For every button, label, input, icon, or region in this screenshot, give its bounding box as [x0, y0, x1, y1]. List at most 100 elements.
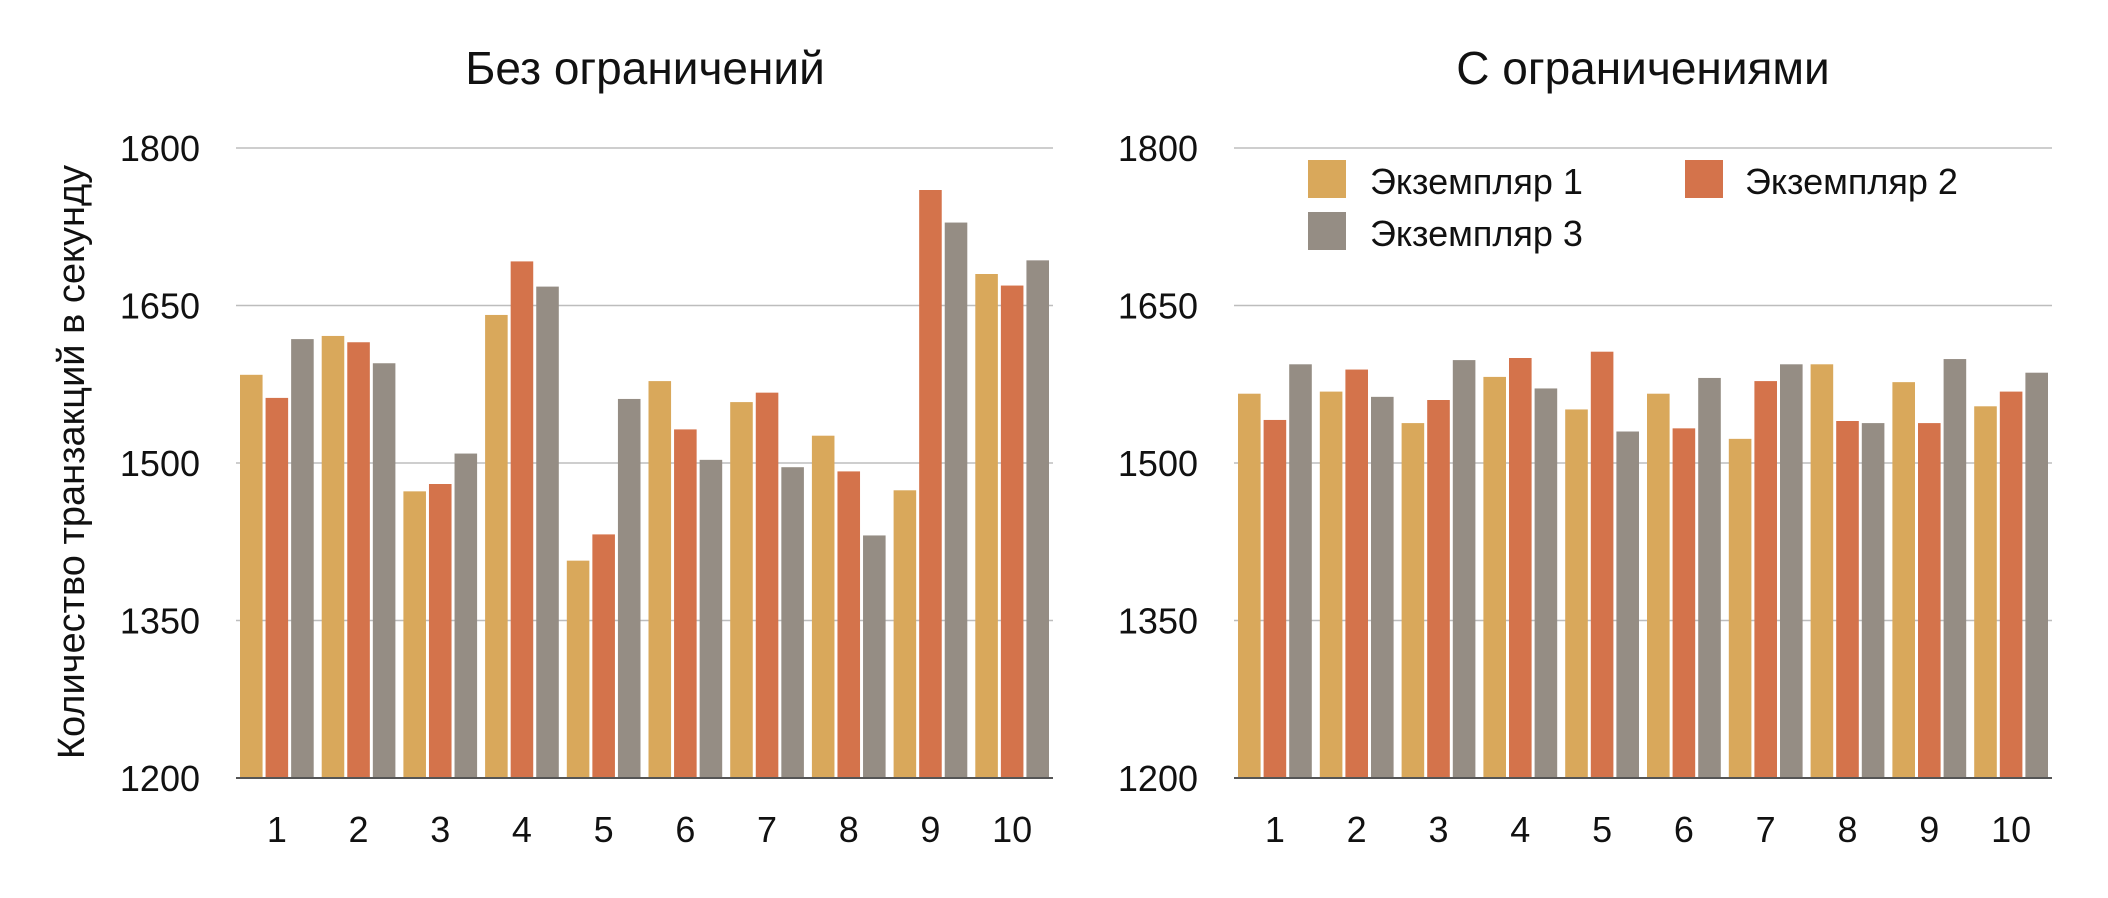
bar: [372, 363, 396, 778]
y-tick-label: 1350: [1118, 601, 1198, 642]
bar: [1427, 400, 1450, 778]
bar: [863, 535, 886, 778]
x-tick-label: 8: [1837, 809, 1857, 850]
bar: [347, 342, 370, 778]
bar: [428, 484, 452, 778]
chart-title: Без ограничений: [465, 42, 825, 94]
bar: [1810, 364, 1834, 778]
x-tick-label: 1: [1265, 809, 1285, 850]
bar: [240, 374, 263, 778]
bar: [1238, 393, 1261, 778]
bar: [1728, 438, 1752, 778]
bar: [1452, 360, 1476, 778]
y-tick-label: 1650: [120, 286, 200, 327]
x-tick-label: 8: [839, 809, 859, 850]
bar: [648, 381, 672, 778]
y-tick-label: 1500: [1118, 443, 1198, 484]
x-tick-label: 7: [757, 809, 777, 850]
y-tick-label: 1800: [1118, 128, 1198, 169]
bar: [730, 402, 753, 778]
x-tick-label: 7: [1756, 809, 1776, 850]
legend: Экземпляр 1 Экземпляр 2 Экземпляр 3: [1308, 160, 1958, 254]
bar: [1590, 351, 1614, 778]
bar: [1000, 285, 1024, 778]
bar: [1861, 423, 1885, 778]
bar: [2025, 372, 2048, 778]
bar: [1026, 260, 1049, 779]
bar: [975, 274, 998, 778]
bar: [1483, 376, 1506, 778]
x-tick-label: 9: [1919, 809, 1939, 850]
bar: [674, 429, 697, 778]
bar: [1319, 391, 1343, 778]
bar: [944, 222, 968, 779]
legend-swatch-instance-3: [1308, 212, 1346, 250]
y-axis-title: Количество транзакций в секунду: [51, 165, 93, 759]
y-tick-label: 1200: [1118, 758, 1198, 799]
bar: [454, 453, 478, 778]
bar: [1918, 423, 1941, 778]
bar: [1289, 364, 1312, 778]
bar: [1943, 359, 1967, 778]
bar: [1345, 369, 1368, 778]
chart-title: С ограничениями: [1456, 42, 1830, 94]
bar: [1999, 391, 2023, 778]
legend-label: Экземпляр 2: [1745, 161, 1958, 202]
bar: [1371, 396, 1394, 778]
bar: [1892, 382, 1915, 778]
bar: [1616, 431, 1639, 778]
bar: [811, 435, 835, 778]
x-tick-label: 10: [992, 809, 1032, 850]
x-tick-label: 5: [594, 809, 614, 850]
y-tick-label: 1500: [120, 443, 200, 484]
bar: [1647, 393, 1670, 778]
bar: [1263, 419, 1287, 778]
y-tick-label: 1650: [1118, 286, 1198, 327]
bar: [1836, 421, 1859, 778]
bar: [1401, 423, 1425, 778]
bar: [321, 335, 345, 778]
legend-swatch-instance-2: [1685, 160, 1723, 198]
y-tick-label: 1800: [120, 128, 200, 169]
legend-swatch-instance-1: [1308, 160, 1346, 198]
x-tick-label: 5: [1592, 809, 1612, 850]
bar: [1534, 388, 1558, 778]
bar: [291, 339, 314, 778]
x-tick-label: 3: [1428, 809, 1448, 850]
bar: [919, 190, 942, 778]
chart-panel-unrestricted: Без ограничений Количество транзакций в …: [51, 42, 1053, 850]
bar: [699, 459, 723, 778]
x-tick-label: 6: [675, 809, 695, 850]
x-tick-label: 2: [1347, 809, 1367, 850]
bar: [617, 398, 641, 778]
bar: [1509, 358, 1532, 778]
bar: [1698, 377, 1721, 778]
x-tick-label: 9: [920, 809, 940, 850]
bar: [837, 471, 861, 778]
bar: [1565, 409, 1588, 778]
bar: [536, 286, 559, 778]
y-tick-label: 1350: [120, 601, 200, 642]
legend-label: Экземпляр 3: [1370, 213, 1583, 254]
bar: [1780, 364, 1803, 778]
bar: [592, 534, 615, 778]
bar: [893, 490, 917, 778]
bar: [265, 397, 289, 778]
bar: [755, 392, 779, 778]
bar: [403, 491, 426, 778]
x-tick-label: 4: [512, 809, 532, 850]
chart-panel-restricted: С ограничениями 1200 1350 1500 1650 1800 1 2 3 4…: [1118, 42, 2052, 850]
bar: [510, 261, 534, 778]
x-tick-label: 6: [1674, 809, 1694, 850]
x-tick-label: 1: [267, 809, 287, 850]
x-tick-label: 2: [349, 809, 369, 850]
bar: [1974, 406, 1997, 778]
bar: [1754, 381, 1777, 778]
bar: [781, 467, 804, 778]
x-tick-label: 3: [430, 809, 450, 850]
legend-label: Экземпляр 1: [1370, 161, 1583, 202]
bar: [1672, 428, 1696, 778]
x-tick-label: 4: [1510, 809, 1530, 850]
bar: [566, 560, 590, 778]
